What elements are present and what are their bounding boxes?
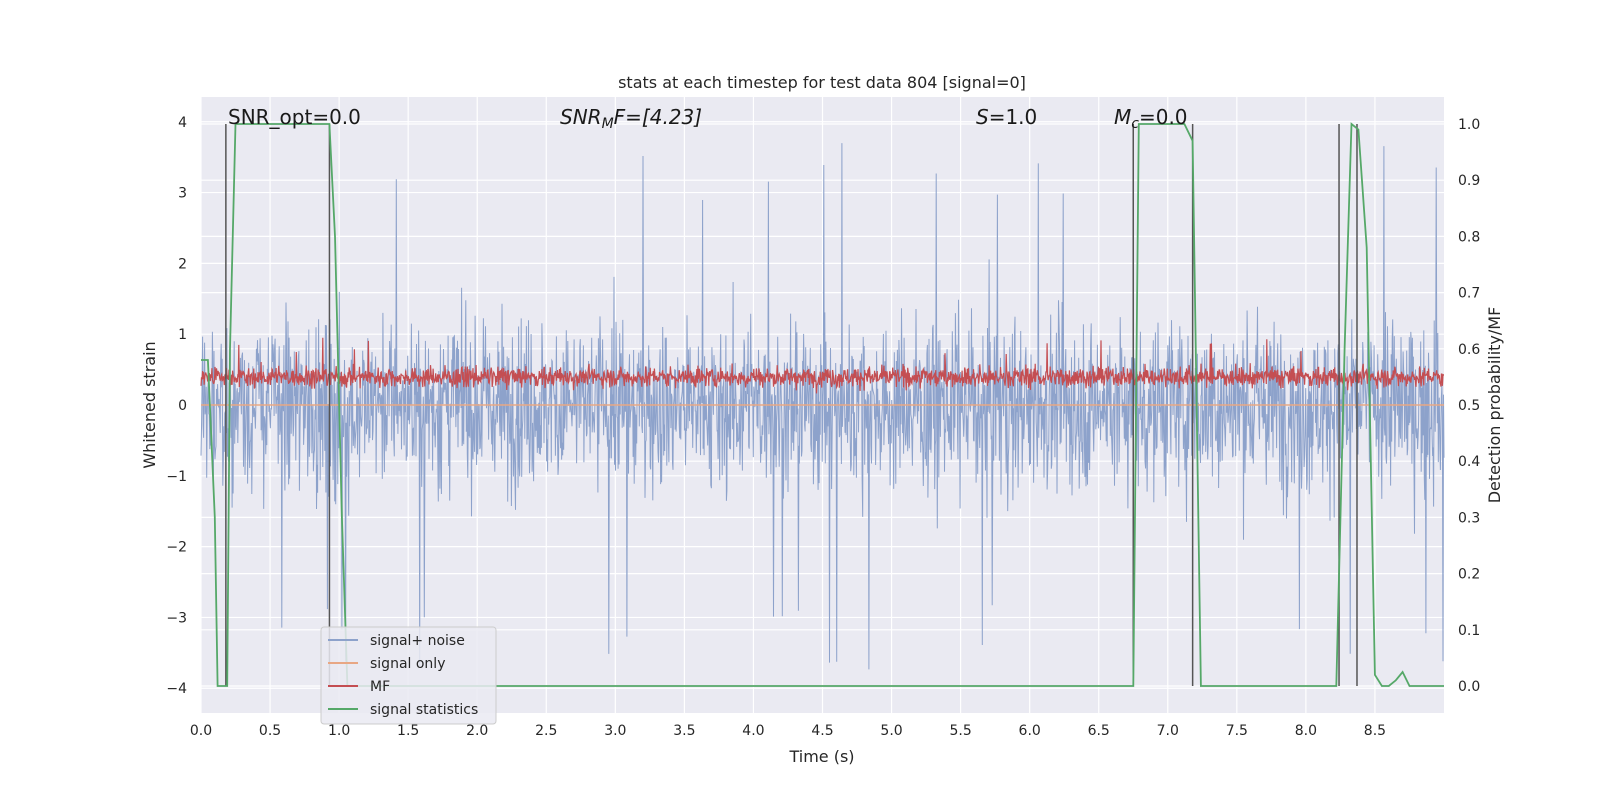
x-tick-16: 8.0: [1295, 723, 1317, 739]
annotation-s-rest: =1.0: [989, 105, 1038, 129]
chart-title: stats at each timestep for test data 804…: [618, 73, 1026, 92]
x-tick-6: 3.0: [604, 723, 626, 739]
vertical-markers: [225, 123, 1358, 687]
y-tick-0: 4: [178, 115, 187, 131]
annotation-s-label: S: [976, 105, 989, 129]
y-tick-7: −3: [166, 610, 187, 626]
x-tick-0: 0.0: [190, 723, 212, 739]
y-right-tick-9: 0.1: [1458, 623, 1480, 639]
annotation-s: S=1.0: [976, 105, 1037, 129]
x-tick-8: 4.0: [742, 723, 764, 739]
legend-label-signal-statistics: signal statistics: [370, 702, 478, 718]
x-tick-1: 0.5: [259, 723, 281, 739]
annotation-snr-mf-label: SNR: [560, 105, 602, 129]
y-right-tick-8: 0.2: [1458, 567, 1480, 583]
y-right-tick-3: 0.7: [1458, 286, 1480, 302]
y-right-tick-7: 0.3: [1458, 510, 1480, 526]
legend-box: [320, 626, 497, 725]
annotation-snr-mf-rest: F=[4.23]: [614, 105, 702, 129]
y-tick-1: 3: [178, 186, 187, 202]
legend-label-mf: MF: [370, 679, 390, 695]
signal-statistics-series: [201, 122, 1444, 687]
x-tick-4: 2.0: [466, 723, 488, 739]
annotation-mc-rest: =0.0: [1139, 105, 1188, 129]
y-right-tick-5: 0.5: [1458, 398, 1480, 414]
y-tick-4: 0: [178, 398, 187, 414]
x-tick-3: 1.5: [397, 723, 419, 739]
x-tick-11: 5.5: [949, 723, 971, 739]
legend-label-signal-noise: signal+ noise: [370, 633, 465, 649]
x-tick-9: 4.5: [811, 723, 833, 739]
annotation-mc: Mc=0.0: [1114, 105, 1188, 132]
y-right-tick-labels: 1.0 0.9 0.8 0.7 0.6 0.5 0.4 0.3 0.2 0.1 0.0: [1458, 117, 1480, 695]
x-axis-label: Time (s): [788, 747, 854, 766]
y-right-tick-6: 0.4: [1458, 454, 1480, 470]
mf-series: [200, 337, 1444, 394]
signal-noise-series: [200, 143, 1445, 670]
annotation-snr-mf-sub: M: [602, 116, 614, 132]
y-right-tick-4: 0.6: [1458, 342, 1480, 358]
x-tick-7: 3.5: [673, 723, 695, 739]
x-tick-10: 5.0: [880, 723, 902, 739]
x-tick-15: 7.5: [1226, 723, 1248, 739]
x-tick-5: 2.5: [535, 723, 557, 739]
y-tick-2: 2: [178, 256, 187, 272]
x-tick-14: 7.0: [1157, 723, 1179, 739]
y-tick-6: −2: [166, 540, 187, 556]
x-tick-12: 6.0: [1019, 723, 1041, 739]
y-right-tick-2: 0.8: [1458, 229, 1480, 245]
annotation-mc-label: M: [1114, 105, 1131, 129]
y-right-tick-10: 0.0: [1458, 679, 1480, 695]
y-right-axis-label: Detection probability/MF: [1485, 307, 1504, 504]
legend-label-signal-only: signal only: [370, 656, 445, 672]
signal-noise-line: [200, 143, 1445, 670]
y-tick-labels: 4 3 2 1 0 −1 −2 −3 −4: [166, 115, 187, 697]
y-tick-8: −4: [166, 681, 187, 697]
y-right-tick-0: 1.0: [1458, 117, 1480, 133]
annotation-snr-opt: SNR_opt=0.0: [228, 105, 361, 129]
x-tick-2: 1.0: [328, 723, 350, 739]
x-tick-17: 8.5: [1364, 723, 1386, 739]
annotation-mc-sub: c: [1131, 116, 1139, 132]
legend: signal+ noise signal only MF signal stat…: [320, 626, 497, 725]
y-axis-label: Whitened strain: [140, 341, 159, 468]
y-tick-3: 1: [178, 327, 187, 343]
y-right-tick-1: 0.9: [1458, 173, 1480, 189]
signal-statistics-line: [201, 122, 1444, 687]
mf-line: [200, 337, 1444, 394]
annotation-snr-mf: SNRMF=[4.23]: [560, 105, 702, 132]
x-tick-13: 6.5: [1088, 723, 1110, 739]
x-tick-labels: 0.0 0.5 1.0 1.5 2.0 2.5 3.0 3.5 4.0 4.5 5.0 5.5 6.0 6…: [190, 723, 1386, 739]
y-tick-5: −1: [166, 469, 187, 485]
